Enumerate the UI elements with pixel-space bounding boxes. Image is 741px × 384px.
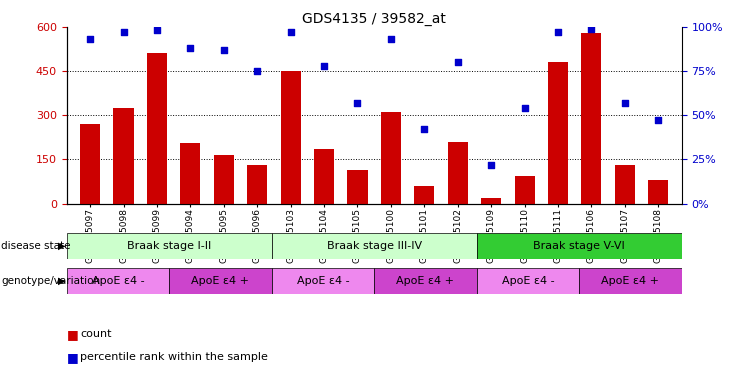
Text: ApoE ε4 +: ApoE ε4 + — [396, 276, 454, 286]
Text: ■: ■ — [67, 328, 79, 341]
Point — [485, 162, 497, 168]
Text: ApoE ε4 -: ApoE ε4 - — [92, 276, 144, 286]
Point — [585, 26, 597, 32]
Bar — [374, 268, 476, 294]
Bar — [648, 180, 668, 204]
Point — [419, 126, 431, 132]
Point — [118, 29, 130, 35]
Bar — [448, 142, 468, 204]
Point — [185, 45, 196, 51]
Point — [652, 118, 664, 124]
Bar — [348, 170, 368, 204]
Point — [251, 68, 263, 74]
Bar — [113, 108, 133, 204]
Bar — [169, 268, 272, 294]
Bar — [147, 53, 167, 204]
Point — [285, 29, 296, 35]
Bar — [67, 268, 169, 294]
Bar — [476, 268, 579, 294]
Text: Braak stage V-VI: Braak stage V-VI — [534, 241, 625, 251]
Bar — [314, 149, 334, 204]
Text: ■: ■ — [67, 351, 79, 364]
Bar — [247, 165, 268, 204]
Text: Braak stage III-IV: Braak stage III-IV — [327, 241, 422, 251]
Point — [619, 100, 631, 106]
Bar — [281, 71, 301, 204]
Point — [218, 47, 230, 53]
Bar — [180, 143, 200, 204]
Text: ▶: ▶ — [58, 276, 65, 286]
Point — [351, 100, 363, 106]
Text: percentile rank within the sample: percentile rank within the sample — [80, 352, 268, 362]
Point — [552, 29, 564, 35]
Bar — [582, 33, 602, 204]
Bar — [80, 124, 100, 204]
Point — [519, 105, 531, 111]
Point — [151, 27, 163, 33]
Bar — [67, 233, 272, 259]
Text: genotype/variation: genotype/variation — [1, 276, 101, 286]
Bar — [615, 165, 635, 204]
Point — [452, 59, 464, 65]
Text: ApoE ε4 +: ApoE ε4 + — [191, 276, 250, 286]
Bar — [272, 268, 374, 294]
Point — [84, 36, 96, 42]
Text: ApoE ε4 -: ApoE ε4 - — [502, 276, 554, 286]
Bar — [272, 233, 476, 259]
Text: ApoE ε4 -: ApoE ε4 - — [296, 276, 349, 286]
Text: ▶: ▶ — [58, 241, 65, 251]
Bar — [381, 112, 401, 204]
Bar — [476, 233, 682, 259]
Bar — [414, 186, 434, 204]
Bar — [213, 155, 234, 204]
Text: disease state: disease state — [1, 241, 71, 251]
Point — [318, 63, 330, 69]
Text: count: count — [80, 329, 112, 339]
Bar — [548, 62, 568, 204]
Bar — [579, 268, 682, 294]
Text: Braak stage I-II: Braak stage I-II — [127, 241, 211, 251]
Text: ApoE ε4 +: ApoE ε4 + — [602, 276, 659, 286]
Title: GDS4135 / 39582_at: GDS4135 / 39582_at — [302, 12, 446, 26]
Bar — [481, 198, 501, 204]
Point — [385, 36, 397, 42]
Bar — [514, 175, 535, 204]
